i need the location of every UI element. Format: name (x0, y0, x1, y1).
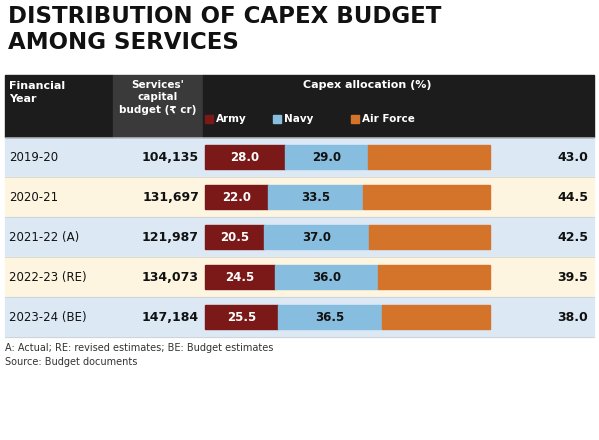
Text: 36.5: 36.5 (315, 311, 344, 323)
Text: 39.5: 39.5 (557, 271, 588, 283)
Text: 134,073: 134,073 (142, 271, 199, 283)
Text: 2021-22 (A): 2021-22 (A) (9, 231, 79, 243)
Bar (275, 265, 378, 289)
Text: 147,184: 147,184 (142, 311, 199, 323)
Text: Navy: Navy (284, 114, 313, 124)
Text: 28.0: 28.0 (231, 150, 259, 164)
Bar (285, 145, 368, 169)
Text: 36.0: 36.0 (311, 271, 341, 283)
Bar (205, 115, 213, 123)
Text: 25.5: 25.5 (227, 311, 256, 323)
Bar (278, 305, 382, 329)
Bar (5, 137, 594, 177)
Text: DISTRIBUTION OF CAPEX BUDGET: DISTRIBUTION OF CAPEX BUDGET (8, 5, 441, 28)
Bar (382, 305, 491, 329)
Text: 2023-24 (BE): 2023-24 (BE) (9, 311, 87, 323)
Text: Services'
capital
budget (₹ cr): Services' capital budget (₹ cr) (119, 80, 196, 115)
Bar (268, 185, 364, 209)
Bar (378, 265, 491, 289)
Bar (205, 305, 278, 329)
Bar (264, 225, 369, 249)
Text: 44.5: 44.5 (557, 191, 588, 203)
Bar (368, 145, 491, 169)
Text: 104,135: 104,135 (142, 150, 199, 164)
Bar (5, 177, 594, 217)
Bar (205, 225, 264, 249)
Bar (205, 145, 285, 169)
Text: 20.5: 20.5 (220, 231, 249, 243)
Text: 38.0: 38.0 (557, 311, 588, 323)
Bar (113, 75, 203, 137)
Text: Army: Army (216, 114, 247, 124)
Bar (5, 297, 594, 337)
Bar (273, 115, 281, 123)
Text: 131,697: 131,697 (142, 191, 199, 203)
Text: 121,987: 121,987 (142, 231, 199, 243)
Text: 43.0: 43.0 (557, 150, 588, 164)
Bar (351, 115, 359, 123)
Text: Financial
Year: Financial Year (9, 81, 65, 104)
Text: 22.0: 22.0 (222, 191, 251, 203)
Bar (205, 265, 275, 289)
Bar (364, 185, 491, 209)
Bar (369, 225, 491, 249)
Text: 2020-21: 2020-21 (9, 191, 58, 203)
Text: 37.0: 37.0 (302, 231, 331, 243)
Text: 2019-20: 2019-20 (9, 150, 58, 164)
Bar (205, 185, 268, 209)
Text: 42.5: 42.5 (557, 231, 588, 243)
Text: 33.5: 33.5 (301, 191, 330, 203)
Bar (203, 75, 594, 137)
Text: 29.0: 29.0 (311, 150, 341, 164)
Text: Air Force: Air Force (362, 114, 415, 124)
Text: Capex allocation (%): Capex allocation (%) (303, 80, 431, 90)
Bar (5, 257, 594, 297)
Text: 2022-23 (RE): 2022-23 (RE) (9, 271, 87, 283)
Text: A: Actual; RE: revised estimates; BE: Budget estimates
Source: Budget documents: A: Actual; RE: revised estimates; BE: Bu… (5, 343, 273, 367)
Bar (5, 217, 594, 257)
Text: 24.5: 24.5 (225, 271, 255, 283)
Bar (5, 75, 113, 137)
Text: AMONG SERVICES: AMONG SERVICES (8, 31, 239, 54)
